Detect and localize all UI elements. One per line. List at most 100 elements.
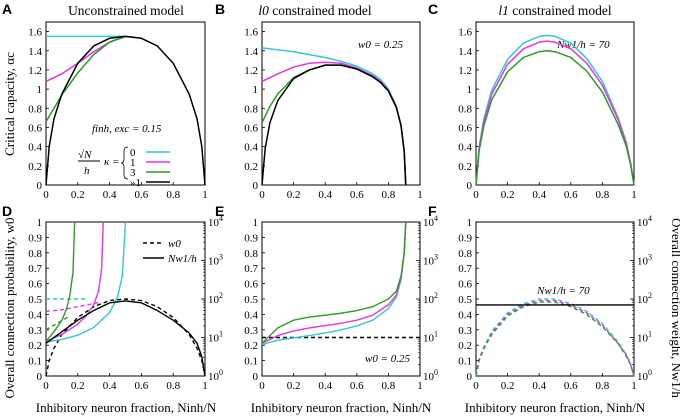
panel-letter-d: D — [2, 203, 12, 219]
panel-e-y2tick-label: 102 — [423, 291, 438, 306]
panel-a-xtick-label: 0.2 — [71, 189, 85, 201]
panel-a-ytick-label: 1.4 — [28, 46, 42, 58]
panel-a-xtick-label: 0.8 — [166, 189, 180, 201]
panel-c-frame — [475, 21, 635, 186]
panel-c-ytick-label: 1.4 — [458, 46, 472, 58]
panel-f-w0-series-kappa-1 — [475, 299, 635, 377]
panel-letter-c: C — [428, 1, 438, 17]
panel-f-annotation: Nw1/h = 70 — [536, 285, 590, 297]
panel-f-ytick-label: 0.3 — [458, 325, 472, 337]
plot-layer: 0 0.2 0.4 0.6 0.8 100.20.40.60.811.21.41.60 0.… — [28, 21, 652, 392]
panel-f-w0-series-kappa-0 — [475, 298, 635, 377]
panel-e-ytick-label: 0.7 — [244, 263, 258, 275]
panel-e-y2tick-label: 104 — [423, 214, 438, 229]
panel-a-ytick-label: 0 — [37, 180, 43, 192]
panel-c-xtick-label: 0.8 — [596, 189, 610, 201]
panel-c-series-kappa-3 — [475, 50, 635, 186]
panel-e-ytick-label: 0.9 — [244, 232, 258, 244]
panel-e-y2tick-label: 101 — [423, 330, 438, 345]
legend-h: h — [84, 165, 90, 177]
panel-e-ytick-label: 0.8 — [244, 248, 258, 260]
panel-d-w0-series-kappa-3 — [45, 315, 71, 331]
panel-b-ytick-label: 0 — [253, 180, 259, 192]
panel-d-ytick-label: 0.2 — [28, 340, 42, 352]
x-label-panel-e: Inhibitory neuron fraction, Ninh/N — [251, 400, 432, 415]
panel-a-series-kappa-1 — [45, 35, 126, 83]
panel-d-nw1-series-kappa-0 — [45, 221, 127, 343]
panel-b-series-kappa-0 — [261, 47, 407, 186]
panel-b-series-kappa-1 — [261, 64, 407, 186]
panel-d-ytick-label: 0.6 — [28, 279, 42, 291]
panel-e-ytick-label: 0.3 — [244, 325, 258, 337]
panel-e-y2tick-label: 103 — [423, 253, 438, 268]
panel-a-xtick-label: 0 — [43, 189, 49, 201]
panel-e-ytick-label: 0.5 — [244, 294, 258, 306]
panel-a-series-kappa-3 — [45, 35, 126, 123]
panel-d-xtick-label: 0.8 — [166, 380, 180, 392]
panel-d-ytick-label: 0 — [37, 371, 43, 383]
panel-b-xtick-label: 0.8 — [382, 189, 396, 201]
panel-c-ytick-label: 1.2 — [458, 65, 472, 77]
panel-b-frame — [261, 21, 421, 186]
panel-a-ytick-label: 0.6 — [28, 122, 42, 134]
panel-e-xtick-label: 1 — [417, 380, 423, 392]
panel-f-y2tick-label: 103 — [637, 253, 652, 268]
legend-kappa-3: 3 — [130, 167, 136, 179]
panel-d-w0-series-kappa-1 — [45, 301, 102, 313]
panel-f-ytick-label: 0.4 — [458, 309, 472, 321]
panel-e-ytick-label: 0.1 — [244, 356, 258, 368]
panel-b-annotation: w0 = 0.25 — [358, 39, 404, 51]
panel-f-w0-series-kappa-3 — [475, 301, 635, 377]
panel-letter-f: F — [428, 203, 437, 219]
panel-e-xtick-label: 0.6 — [350, 380, 364, 392]
panel-b-title: l0 constrained model — [258, 3, 371, 18]
panel-d-y2tick-label: 104 — [208, 214, 223, 229]
legend-kappa-0: 0 — [130, 147, 136, 159]
panel-d-y2tick-label: 102 — [208, 291, 223, 306]
panel-c-title: l1 constrained model — [498, 3, 611, 18]
panel-b-xtick-label: 0.4 — [318, 189, 332, 201]
panel-f-ytick-label: 0.5 — [458, 294, 472, 306]
panel-d-xtick-label: 1 — [202, 380, 208, 392]
x-label-panel-d: Inhibitory neuron fraction, Ninh/N — [36, 400, 217, 415]
y-label-critical-capacity: Critical capacity, αc — [2, 52, 17, 156]
panel-c-ytick-label: 0.6 — [458, 122, 472, 134]
panel-b-ytick-label: 1.2 — [244, 65, 258, 77]
panel-f-xtick-label: 0.4 — [532, 380, 546, 392]
panel-f-ytick-label: 0.9 — [458, 232, 472, 244]
panel-e-nw1-series-kappa-0 — [261, 221, 407, 346]
x-label-panel-f: Inhibitory neuron fraction, Ninh/N — [465, 400, 646, 415]
panel-d-y2tick-label: 100 — [208, 368, 223, 383]
panel-e-ytick-label: 0.4 — [244, 309, 258, 321]
panel-e-y2tick-label: 100 — [423, 368, 438, 383]
panel-a-frame — [45, 21, 206, 186]
panel-b-ytick-label: 0.6 — [244, 122, 258, 134]
panel-d-ytick-label: 0.8 — [28, 248, 42, 260]
panel-a-xtick-label: 1 — [202, 189, 208, 201]
panel-d-w0-series-kappa-1 — [45, 298, 206, 377]
panel-b-ytick-label: 0.4 — [244, 142, 258, 154]
panel-d-ytick-label: 0.7 — [28, 263, 42, 275]
panel-e-xtick-label: 0.2 — [287, 380, 301, 392]
panel-c-xtick-label: 0.4 — [532, 189, 546, 201]
panel-d-ytick-label: 0.9 — [28, 232, 42, 244]
panel-f-ytick-label: 0.6 — [458, 279, 472, 291]
panel-f-ytick-label: 1 — [467, 217, 473, 229]
panel-d-xtick-label: 0.2 — [71, 380, 85, 392]
panel-f-xtick-label: 0.6 — [564, 380, 578, 392]
panel-f-xtick-label: 1 — [631, 380, 637, 392]
legend-kappa: κ = — [104, 156, 119, 168]
panel-a-series-kappa-1 — [45, 35, 206, 186]
legend-kappa-inf: »1 — [130, 177, 141, 189]
panel-letter-b: B — [215, 1, 225, 17]
panel-e-ytick-label: 1 — [253, 217, 259, 229]
legend-kappa-1: 1 — [130, 157, 136, 169]
panel-d-y2tick-label: 101 — [208, 330, 223, 345]
panel-b-xtick-label: 0.2 — [287, 189, 301, 201]
panel-a-ytick-label: 0.4 — [28, 142, 42, 154]
panel-f-ytick-label: 0.8 — [458, 248, 472, 260]
panel-c-ytick-label: 1.6 — [458, 27, 472, 39]
panel-f-y2tick-label: 100 — [637, 368, 652, 383]
panel-a-ytick-label: 1.6 — [28, 27, 42, 39]
